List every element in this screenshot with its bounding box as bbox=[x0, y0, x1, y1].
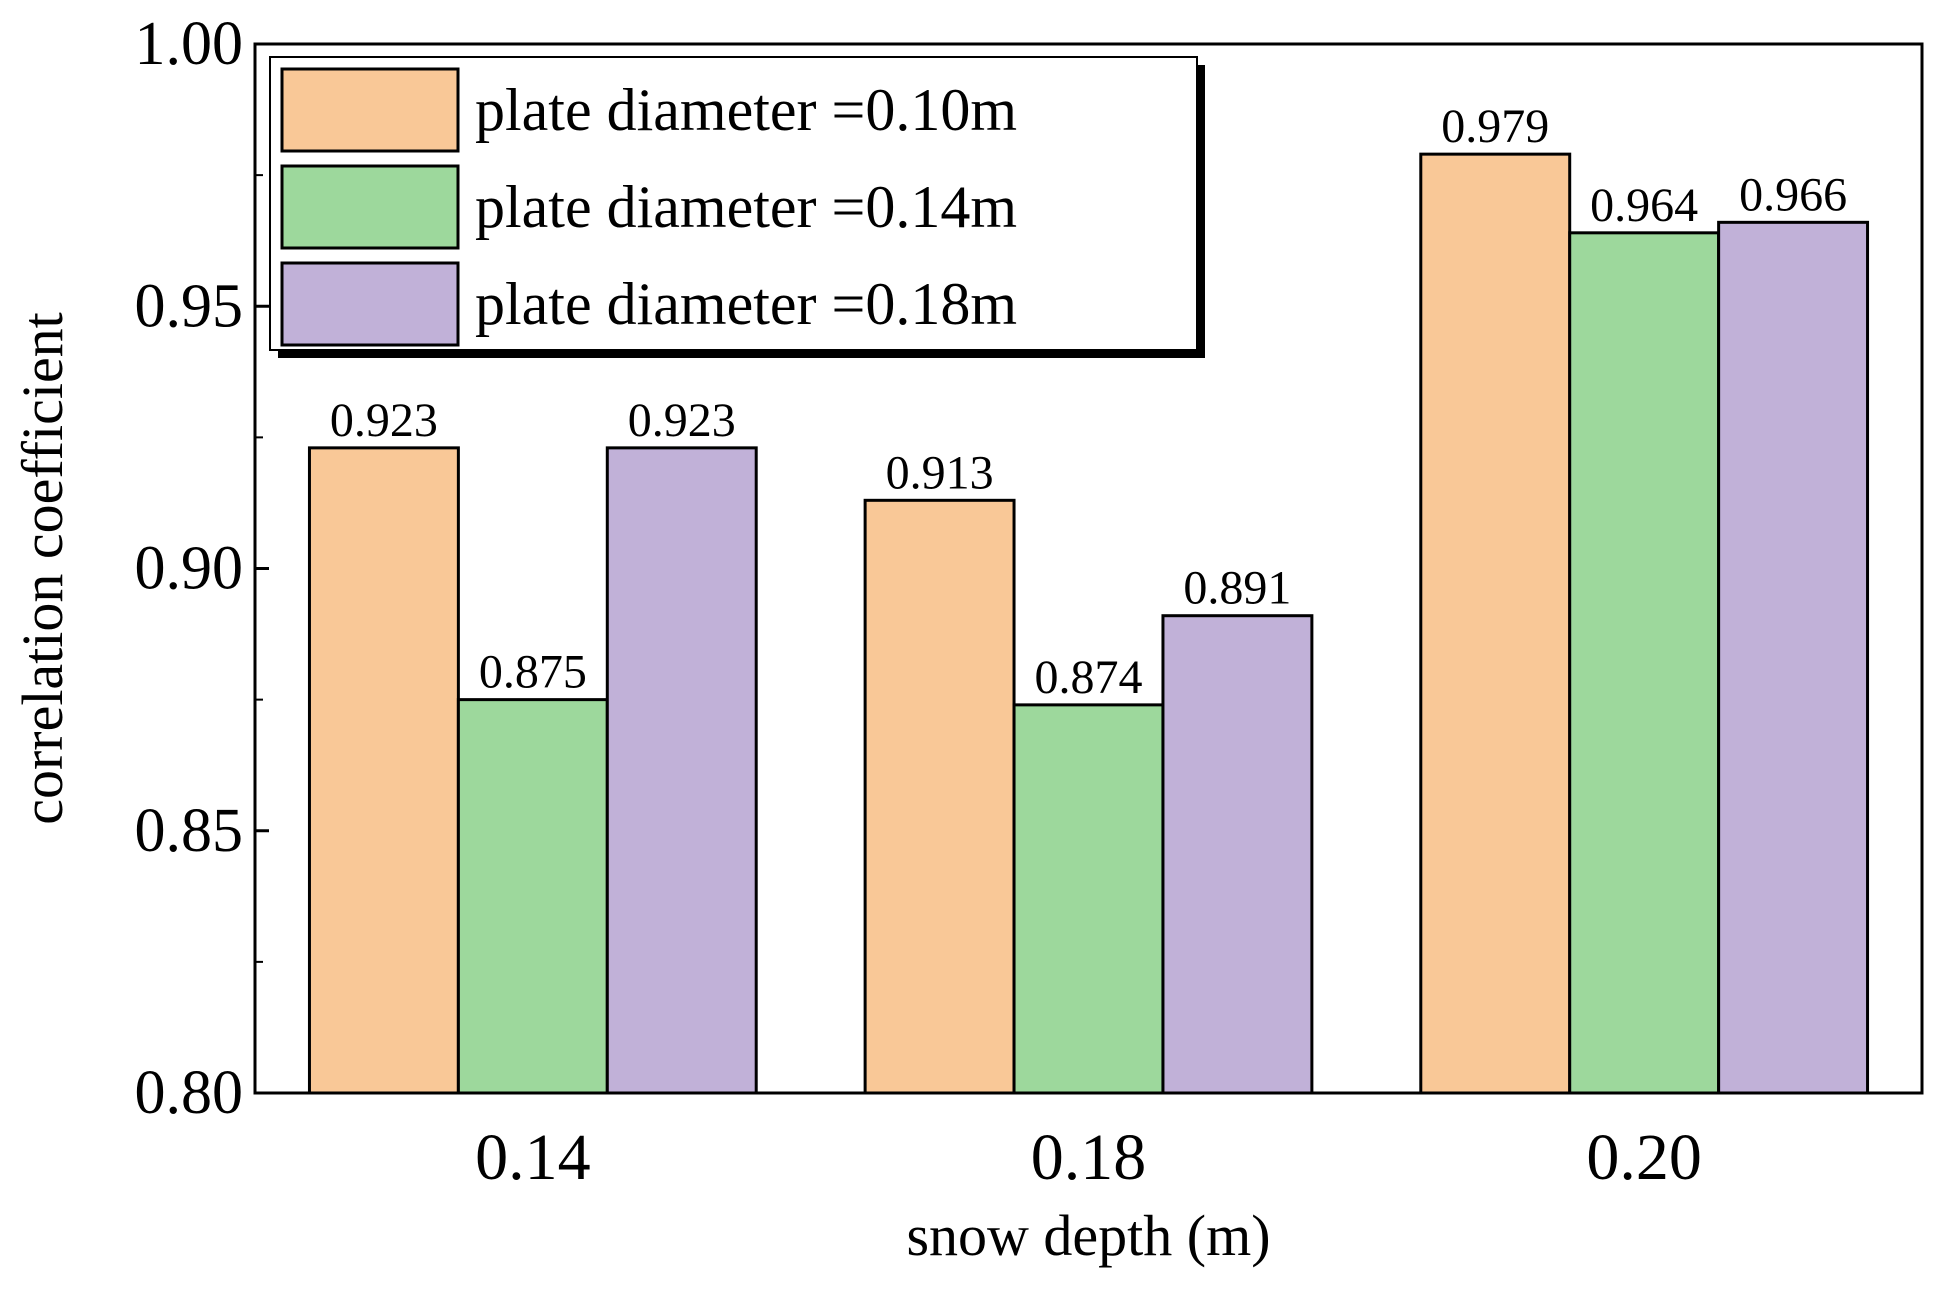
x-tick-label: 0.20 bbox=[1586, 1121, 1702, 1194]
y-tick-label: 0.90 bbox=[135, 535, 244, 603]
bar-value-label: 0.913 bbox=[886, 446, 994, 499]
legend-swatch bbox=[280, 261, 460, 347]
data-labels: 0.923 0.875 0.923 0.913 0.874 0.891 0.979 0.964… bbox=[330, 100, 1847, 704]
bars bbox=[307, 152, 1870, 1095]
y-tick-label: 0.95 bbox=[135, 272, 244, 340]
bar-value-label: 0.923 bbox=[628, 394, 736, 447]
bar bbox=[1161, 614, 1314, 1095]
bar bbox=[1717, 220, 1870, 1095]
bar bbox=[456, 698, 609, 1095]
x-tick-label: 0.14 bbox=[475, 1121, 591, 1194]
x-axis-title: snow depth (m) bbox=[906, 1203, 1270, 1268]
bar bbox=[1419, 152, 1572, 1095]
legend-label: plate diameter =0.18m bbox=[475, 271, 1017, 337]
bar-value-label: 0.891 bbox=[1183, 562, 1291, 615]
bar-value-label: 0.874 bbox=[1035, 651, 1143, 704]
bar-value-label: 0.923 bbox=[330, 394, 438, 447]
legend-swatch bbox=[280, 67, 460, 153]
bar bbox=[863, 498, 1016, 1095]
bar-value-label: 0.964 bbox=[1590, 179, 1698, 232]
y-tick-label: 1.00 bbox=[135, 10, 244, 78]
legend: plate diameter =0.10m plate diameter =0.1… bbox=[269, 56, 1205, 358]
bar bbox=[605, 446, 758, 1095]
legend-label: plate diameter =0.14m bbox=[475, 174, 1017, 240]
y-tick-labels: 0.80 0.85 0.90 0.95 1.00 bbox=[135, 10, 244, 1127]
bar-value-label: 0.875 bbox=[479, 646, 587, 699]
x-tick-labels: 0.14 0.18 0.20 bbox=[475, 1121, 1702, 1194]
y-tick-label: 0.80 bbox=[135, 1059, 244, 1127]
y-axis-title: correlation coefficient bbox=[10, 312, 75, 825]
bar-value-label: 0.966 bbox=[1739, 168, 1847, 221]
plot-frame bbox=[253, 42, 1924, 1095]
x-tick-label: 0.18 bbox=[1031, 1121, 1147, 1194]
bar bbox=[307, 446, 460, 1095]
bar-value-label: 0.979 bbox=[1441, 100, 1549, 153]
legend-label: plate diameter =0.10m bbox=[475, 77, 1017, 143]
bar bbox=[1012, 703, 1165, 1095]
legend-swatch bbox=[280, 164, 460, 250]
bar bbox=[1568, 231, 1721, 1095]
y-tick-label: 0.85 bbox=[135, 797, 244, 865]
